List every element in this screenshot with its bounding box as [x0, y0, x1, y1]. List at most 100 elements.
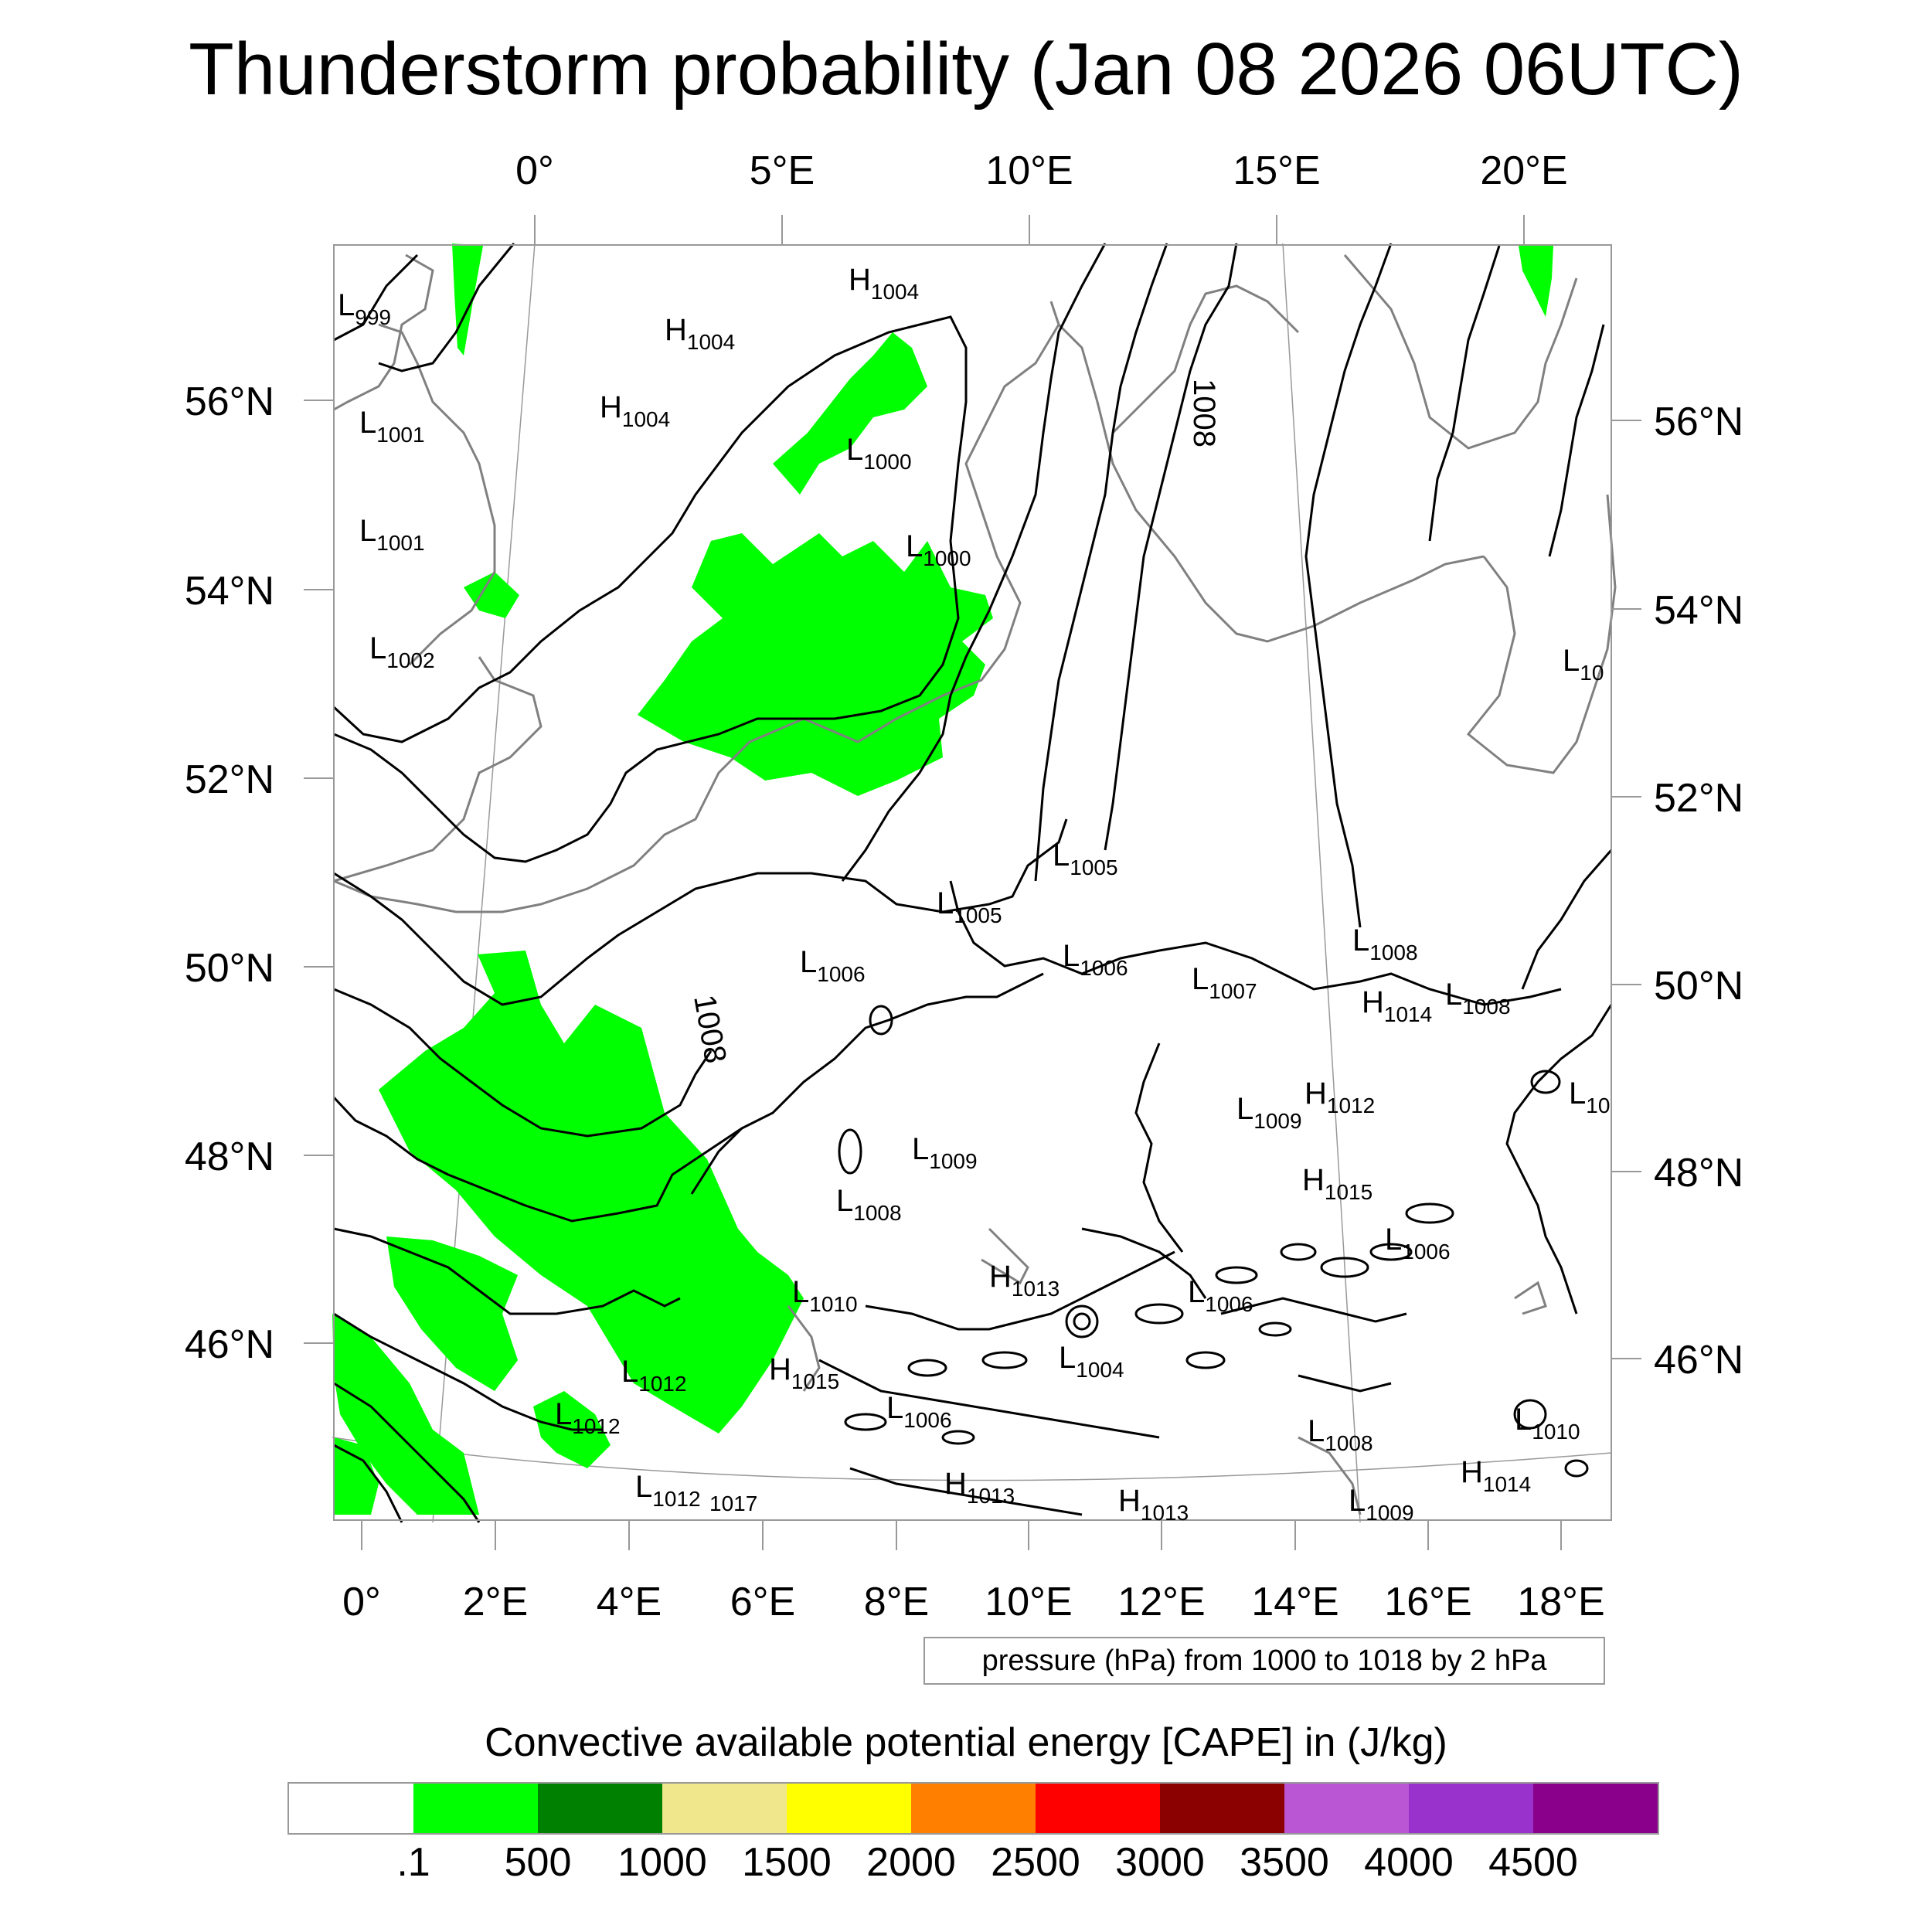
right-lat-label: 46°N [1654, 1338, 1743, 1383]
top-lon-labels: 0° 5°E 10°E 15°E 20°E [515, 148, 1568, 193]
right-lat-label: 54°N [1654, 588, 1743, 633]
right-lat-label: 52°N [1654, 776, 1743, 821]
colorbar-label: 3500 [1240, 1840, 1329, 1885]
bottom-lon-label: 18°E [1517, 1580, 1604, 1624]
pressure-label: L1005 [937, 886, 1002, 927]
pressure-label: H1014 [1362, 985, 1432, 1026]
colorbar-cell [662, 1784, 787, 1833]
pressure-label: L1012 [555, 1397, 621, 1438]
colorbar-label: 1000 [617, 1840, 707, 1885]
map-frame [333, 244, 1612, 1521]
right-lat-label: 56°N [1654, 400, 1743, 444]
pressure-label: L1006 [886, 1391, 952, 1432]
pressure-label: L1004 [1059, 1341, 1124, 1382]
pressure-label: L1008 [1308, 1414, 1373, 1455]
bottom-lon-label: 16°E [1384, 1580, 1471, 1624]
right-lat-labels: 56°N 54°N 52°N 50°N 48°N 46°N [1654, 400, 1743, 1383]
colorbar-cell [289, 1784, 413, 1833]
pressure-label: L1006 [1385, 1223, 1451, 1264]
colorbar-label: 2000 [866, 1840, 956, 1885]
pressure-label: L1008 [1352, 923, 1418, 964]
colorbar-cell [1036, 1784, 1160, 1833]
bottom-lon-label: 10°E [985, 1580, 1072, 1624]
colorbar-cell [1409, 1784, 1533, 1833]
bottom-lon-label: 8°E [864, 1580, 929, 1624]
coastlines [333, 253, 1617, 1515]
bottom-lon-label: 14°E [1251, 1580, 1338, 1624]
pressure-label: L1010 [792, 1275, 858, 1316]
top-lon-label: 20°E [1480, 148, 1567, 193]
colorbar-label: 1500 [742, 1840, 832, 1885]
pressure-label: L1007 [1192, 962, 1257, 1003]
top-lon-label: 5°E [750, 148, 815, 193]
cape-title: Convective available potential energy [C… [485, 1720, 1447, 1765]
bottom-lon-label: 2°E [463, 1580, 528, 1624]
colorbar-cell [787, 1784, 911, 1833]
colorbar-cell [1160, 1784, 1284, 1833]
bottom-lon-label: 6°E [730, 1580, 795, 1624]
pressure-label: L1009 [912, 1132, 978, 1173]
pressure-labels: L999 H1004 H1004 H1004 L1001 L1000 L1001… [338, 263, 1610, 1525]
pressure-label: L10 [1563, 644, 1604, 685]
pressure-label: L1012 [621, 1355, 687, 1396]
pressure-label: L1008 [836, 1184, 902, 1225]
pressure-label: H1014 [1461, 1455, 1531, 1496]
pressure-label: H1015 [769, 1352, 839, 1393]
pressure-label: L1000 [846, 433, 912, 474]
pressure-label: H1013 [989, 1260, 1060, 1301]
pressure-label: L1010 [1515, 1403, 1580, 1444]
isobar-label: 1008 [687, 992, 733, 1066]
colorbar-label: 2500 [991, 1840, 1080, 1885]
pressure-label: H1004 [600, 390, 670, 431]
pressure-label: H1004 [849, 263, 919, 304]
left-lat-label: 48°N [185, 1134, 274, 1179]
left-lat-labels: 56°N 54°N 52°N 50°N 48°N 46°N [185, 379, 274, 1367]
right-lat-label: 48°N [1654, 1151, 1743, 1196]
isobar-label: 1008 [1187, 379, 1221, 447]
colorbar-cell [911, 1784, 1036, 1833]
colorbar-label: 4000 [1364, 1840, 1454, 1885]
pressure-label: L1000 [906, 529, 971, 570]
top-lon-label: 10°E [985, 148, 1073, 193]
pressure-label: L1009 [1236, 1092, 1302, 1133]
isobars [332, 243, 1613, 1523]
pressure-label: L1012 [635, 1470, 701, 1511]
graticule [332, 243, 1612, 1523]
colorbar-label: 4500 [1488, 1840, 1578, 1885]
colorbar-label: 3000 [1115, 1840, 1205, 1885]
pressure-label: L1002 [369, 631, 435, 672]
pressure-label: L1001 [359, 406, 425, 447]
tick-marks [304, 215, 1641, 1550]
colorbar-cell [413, 1784, 538, 1833]
pressure-label: H1015 [1302, 1163, 1372, 1204]
colorbar-label: .1 [396, 1840, 430, 1885]
pressure-label: H1013 [944, 1467, 1015, 1508]
left-lat-label: 52°N [185, 757, 274, 802]
colorbar-label: 500 [504, 1840, 572, 1885]
pressure-note: pressure (hPa) from 1000 to 1018 by 2 hP… [923, 1637, 1605, 1685]
colorbar-cell [1533, 1784, 1658, 1833]
pressure-label-1017: 1017 [709, 1492, 757, 1515]
right-lat-label: 50°N [1654, 964, 1743, 1009]
top-lon-label: 0° [515, 148, 554, 193]
pressure-label: L1005 [1053, 838, 1118, 879]
pressure-label: L999 [338, 288, 391, 329]
pressure-label: H1012 [1304, 1077, 1375, 1117]
bottom-lon-labels: 0° 2°E 4°E 6°E 8°E 10°E 12°E 14°E 16°E 1… [342, 1580, 1605, 1624]
pressure-label: H1013 [1118, 1484, 1189, 1525]
left-lat-label: 54°N [185, 569, 274, 614]
pressure-label: L1008 [1445, 978, 1511, 1019]
colorbar-cell [1284, 1784, 1409, 1833]
top-lon-label: 15°E [1233, 148, 1320, 193]
colorbar-cell [538, 1784, 662, 1833]
chart-title: Thunderstorm probability (Jan 08 2026 06… [189, 28, 1743, 111]
pressure-label: L1009 [1349, 1484, 1414, 1525]
colorbar [287, 1782, 1659, 1835]
pressure-label: L1001 [359, 514, 425, 555]
pressure-label: L1006 [1188, 1275, 1253, 1316]
bottom-lon-label: 0° [342, 1580, 381, 1624]
pressure-label: L10 [1569, 1077, 1610, 1117]
pressure-label: L1006 [1063, 939, 1128, 980]
bottom-lon-label: 12°E [1117, 1580, 1205, 1624]
